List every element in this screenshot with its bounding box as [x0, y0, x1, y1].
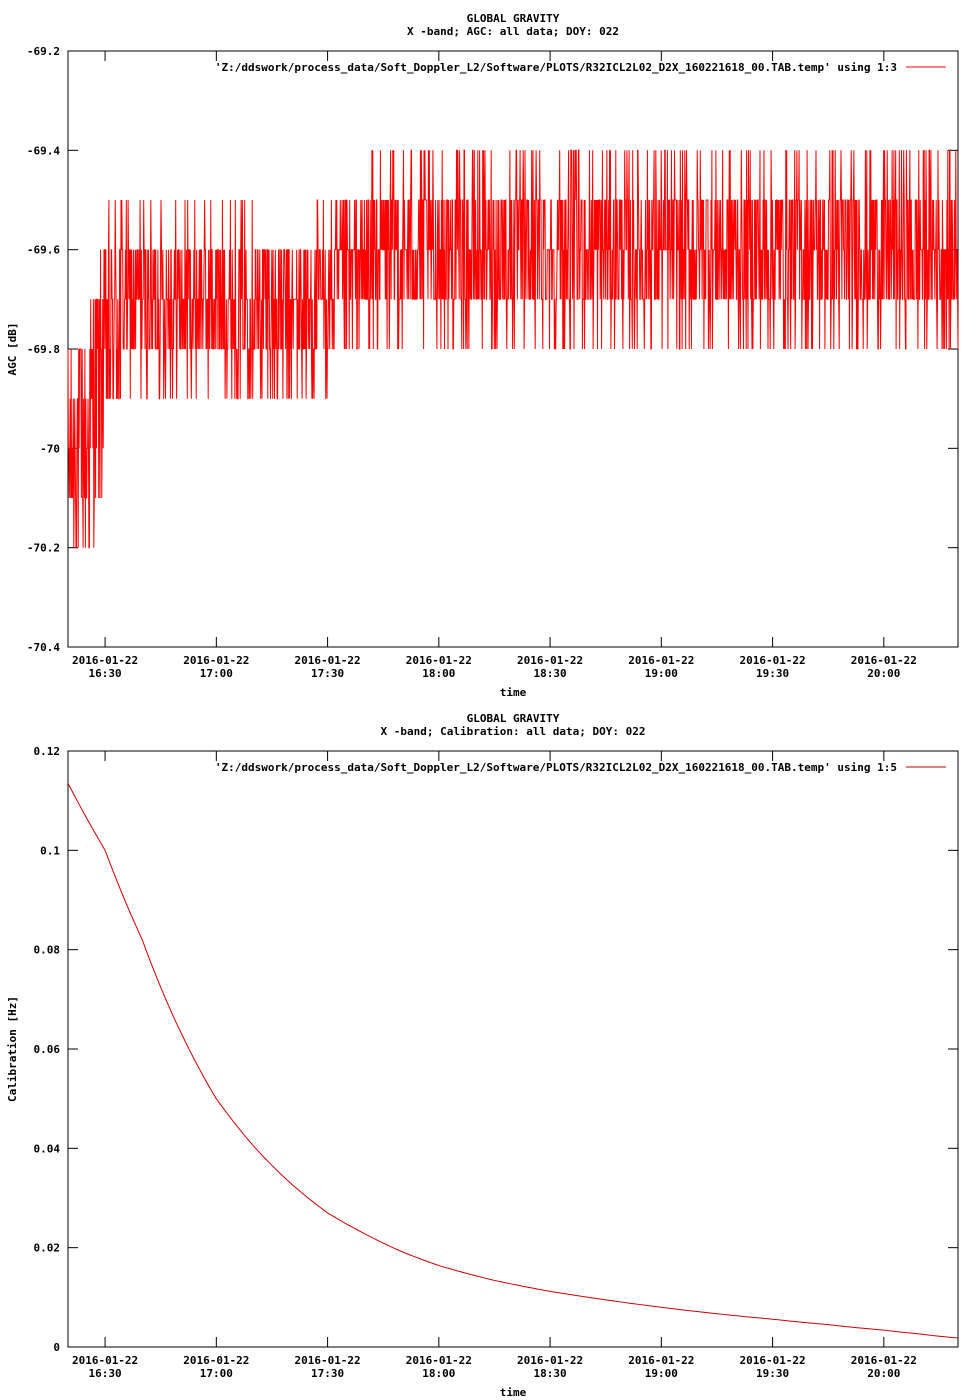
y-tick-label: -70 [40, 442, 60, 455]
x-tick-date-label: 2016-01-22 [72, 1354, 138, 1367]
plot-frame [67, 750, 959, 1348]
x-tick-time-label: 19:00 [645, 1367, 678, 1380]
x-tick-time-label: 20:00 [867, 667, 900, 680]
y-axis-label: Calibration [Hz] [6, 996, 19, 1102]
x-tick-date-label: 2016-01-22 [517, 654, 583, 667]
x-tick-time-label: 19:30 [756, 1367, 789, 1380]
x-tick-date-label: 2016-01-22 [739, 1354, 805, 1367]
y-tick-label: -70.2 [27, 542, 60, 555]
x-axis-label: time [500, 686, 527, 699]
x-tick-time-label: 18:00 [422, 1367, 455, 1380]
x-tick-time-label: 17:30 [311, 1367, 344, 1380]
y-tick-label: 0.06 [34, 1043, 61, 1056]
x-tick-time-label: 17:30 [311, 667, 344, 680]
x-tick-date-label: 2016-01-22 [183, 654, 249, 667]
y-tick-label: -69.6 [27, 244, 60, 257]
x-tick-date-label: 2016-01-22 [294, 654, 360, 667]
y-tick-label: 0 [53, 1341, 60, 1354]
x-tick-time-label: 18:30 [534, 667, 567, 680]
x-tick-date-label: 2016-01-22 [406, 654, 472, 667]
legend-label: 'Z:/ddswork/process_data/Soft_Doppler_L2… [215, 761, 897, 774]
x-tick-time-label: 16:30 [89, 1367, 122, 1380]
series-line [67, 149, 959, 549]
y-tick-label: 0.02 [34, 1242, 61, 1255]
chart-title: GLOBAL GRAVITY [467, 712, 560, 725]
x-tick-time-label: 18:00 [422, 667, 455, 680]
y-tick-label: 0.12 [34, 745, 61, 758]
y-tick-label: 0.08 [34, 944, 61, 957]
x-tick-date-label: 2016-01-22 [628, 1354, 694, 1367]
chart-title: GLOBAL GRAVITY [467, 12, 560, 25]
y-tick-label: 0.1 [40, 844, 60, 857]
y-tick-label: -69.2 [27, 45, 60, 58]
x-tick-date-label: 2016-01-22 [294, 1354, 360, 1367]
y-tick-label: -70.4 [27, 641, 60, 654]
y-tick-label: -69.8 [27, 343, 60, 356]
x-tick-date-label: 2016-01-22 [183, 1354, 249, 1367]
y-tick-label: -69.4 [27, 144, 60, 157]
chart-subtitle: X -band; AGC: all data; DOY: 022 [407, 25, 619, 38]
legend-label: 'Z:/ddswork/process_data/Soft_Doppler_L2… [215, 61, 897, 74]
x-tick-time-label: 19:30 [756, 667, 789, 680]
series-line [67, 783, 959, 1339]
y-axis-label: AGC [dB] [6, 323, 19, 376]
x-tick-date-label: 2016-01-22 [739, 654, 805, 667]
x-tick-date-label: 2016-01-22 [851, 1354, 917, 1367]
x-tick-date-label: 2016-01-22 [628, 654, 694, 667]
x-tick-time-label: 19:00 [645, 667, 678, 680]
x-tick-date-label: 2016-01-22 [851, 654, 917, 667]
x-tick-time-label: 20:00 [867, 1367, 900, 1380]
chart-subtitle: X -band; Calibration: all data; DOY: 022 [381, 725, 646, 738]
x-tick-time-label: 18:30 [534, 1367, 567, 1380]
x-tick-date-label: 2016-01-22 [406, 1354, 472, 1367]
x-tick-date-label: 2016-01-22 [517, 1354, 583, 1367]
x-axis-label: time [500, 1386, 527, 1399]
x-tick-time-label: 16:30 [89, 667, 122, 680]
x-tick-time-label: 17:00 [200, 667, 233, 680]
y-tick-label: 0.04 [34, 1142, 61, 1155]
x-tick-time-label: 17:00 [200, 1367, 233, 1380]
x-tick-date-label: 2016-01-22 [72, 654, 138, 667]
